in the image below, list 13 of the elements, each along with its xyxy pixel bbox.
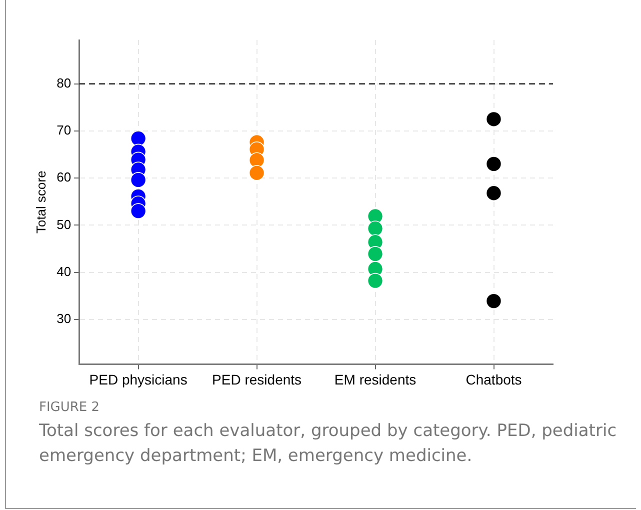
y-tick-label: 50 <box>56 216 72 232</box>
y-tick-label: 70 <box>56 122 72 138</box>
x-tick-label: Chatbots <box>466 371 522 388</box>
y-tick-label: 30 <box>56 311 72 326</box>
x-tick-label: PED residents <box>212 371 302 388</box>
y-axis-title: Total score <box>33 170 48 234</box>
caption: FIGURE 2 <box>39 400 101 415</box>
text: Total scores for each evaluator, grouped by category. PED, pediatric emergency department; EM, emergency medicine. <box>39 420 618 468</box>
y-tick-label: 40 <box>56 264 72 279</box>
y-tick-label: 60 <box>56 170 72 185</box>
x-tick-label: PED physicians <box>89 371 188 388</box>
x-tick-label: EM residents <box>334 371 416 388</box>
y-tick-label: 80 <box>56 75 72 90</box>
